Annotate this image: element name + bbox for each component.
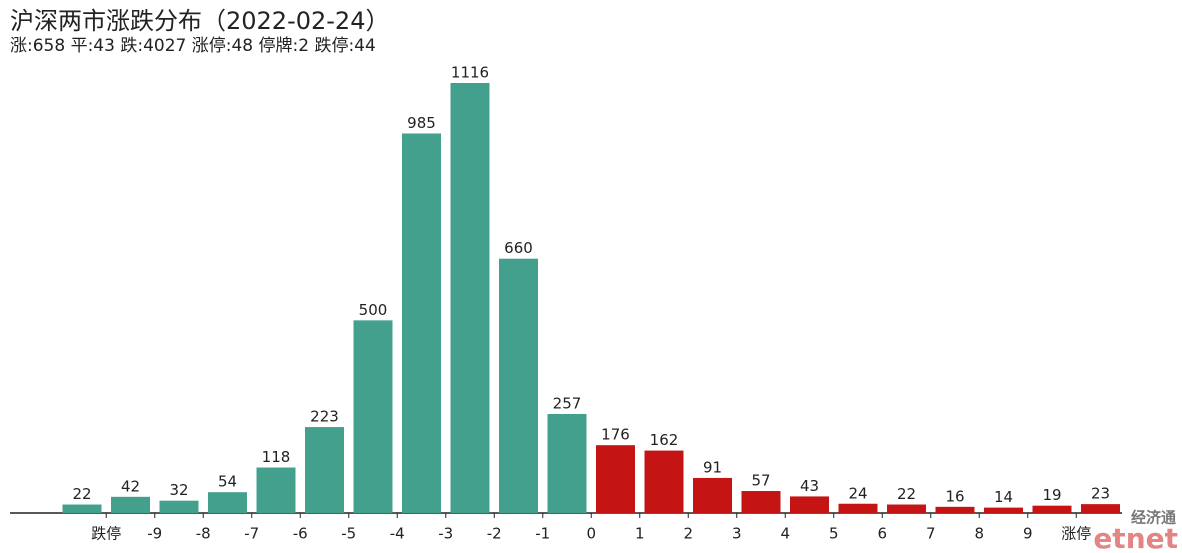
data-label: 22 [897,485,916,503]
x-tick-label: 2 [683,525,693,543]
data-label: 54 [218,473,237,491]
bar [887,504,926,513]
bar [305,427,344,513]
bar [1032,505,1072,513]
data-label: 985 [407,114,436,132]
bar [644,450,684,513]
watermark-top: 经济通 [1131,509,1176,527]
x-tick-label: 5 [829,525,839,543]
x-tick-label: 6 [877,525,887,543]
bar [596,445,635,513]
data-label: 176 [601,426,630,444]
data-label: 660 [504,239,533,257]
data-label: 16 [945,487,964,505]
chart-title: 沪深两市涨跌分布（2022-02-24） [10,7,389,35]
x-tick-label: 7 [926,525,936,543]
bar [741,491,781,513]
bar [547,413,587,513]
bar [1081,504,1120,513]
data-label: 43 [800,477,819,495]
bar [935,506,975,513]
bar [984,507,1023,513]
data-label: 42 [121,477,140,495]
x-tick-label: -1 [535,525,550,543]
x-tick-label: 8 [974,525,984,543]
data-label: 118 [262,448,291,466]
data-label: 19 [1042,486,1061,504]
bar [208,492,247,513]
x-tick-label: -7 [244,525,259,543]
bar [790,496,829,513]
chart-subtitle: 涨:658 平:43 跌:4027 涨停:48 停牌:2 跌停:44 [10,36,376,56]
x-tick-label: -2 [487,525,502,543]
bar [838,503,878,513]
bar [402,133,441,513]
bar [111,496,150,513]
x-tick-label: -5 [341,525,356,543]
bar [62,504,102,513]
x-tick-label: 4 [780,525,790,543]
x-tick-label: -8 [196,525,211,543]
x-tick-label: 3 [732,525,742,543]
data-label: 91 [703,458,722,476]
data-label: 23 [1091,485,1110,503]
bar [499,258,538,513]
data-label: 257 [553,394,582,412]
x-tick-label: 跌停 [91,525,121,543]
bar [353,320,393,513]
data-label: 32 [169,481,188,499]
bar [256,467,296,513]
bar [450,83,490,513]
data-label: 1116 [451,64,489,82]
x-tick-label: 1 [635,525,645,543]
data-label: 24 [848,484,867,502]
data-label: 22 [72,485,91,503]
x-tick-label: -4 [390,525,405,543]
bar [159,500,199,513]
x-tick-label: 涨停 [1061,525,1091,543]
data-label: 14 [994,488,1013,506]
x-tick-label: -6 [293,525,308,543]
data-label: 223 [310,408,339,426]
watermark-logo: etnet [1093,522,1178,553]
data-label: 57 [751,472,770,490]
x-tick-label: -9 [147,525,162,543]
x-tick-label: -3 [438,525,453,543]
x-tick-label: 9 [1023,525,1033,543]
data-label: 500 [359,301,388,319]
bar [693,477,732,513]
x-tick-label: 0 [586,525,596,543]
data-label: 162 [650,431,679,449]
